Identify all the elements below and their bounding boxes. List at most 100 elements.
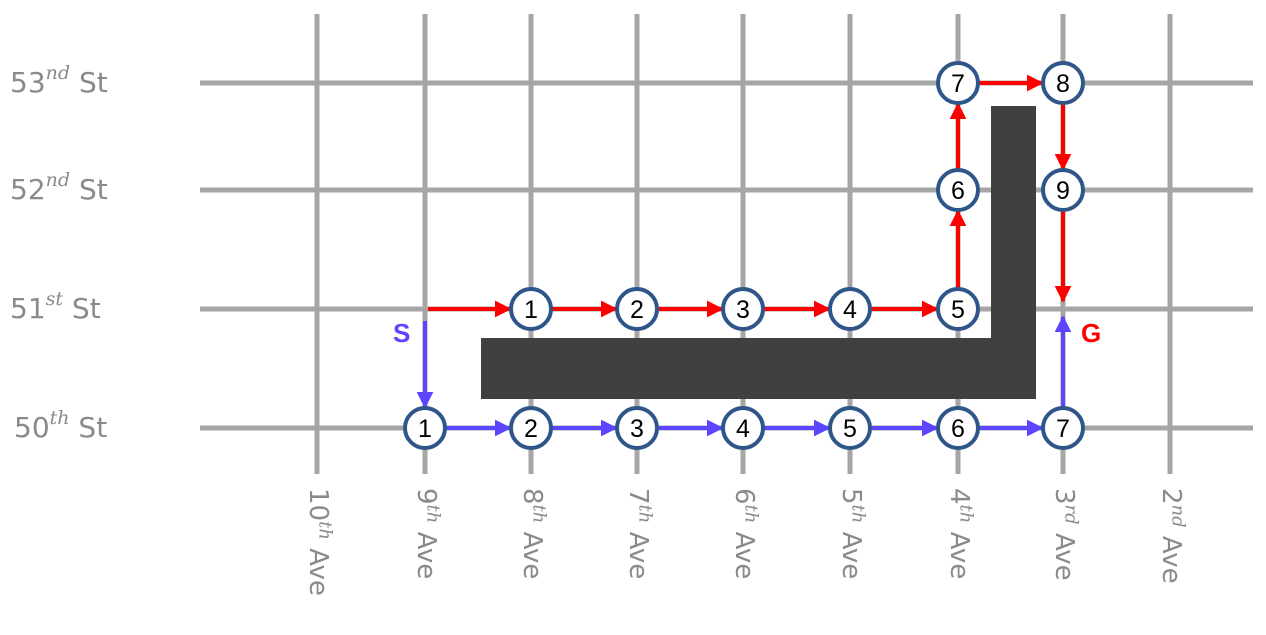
avenue-label-5: 5th Ave bbox=[836, 488, 869, 580]
avenue-suffix: rd bbox=[1060, 504, 1082, 525]
red-path-node-label: 3 bbox=[736, 296, 750, 324]
avenue-word: Ave bbox=[1156, 527, 1186, 584]
blue-path-node-circle bbox=[509, 406, 553, 450]
avenue-number: 2 bbox=[1156, 488, 1186, 505]
avenue-suffix: th bbox=[634, 504, 656, 524]
avenue-suffix: th bbox=[422, 504, 444, 524]
red-path-node-label: 9 bbox=[1056, 177, 1070, 205]
street-number: 52 bbox=[10, 173, 46, 206]
red-path-node-label: 6 bbox=[951, 177, 965, 205]
avenue-number: 3 bbox=[1049, 488, 1079, 505]
blue-path-node-4: 4 bbox=[721, 406, 765, 450]
blue-path-node-label: 1 bbox=[418, 415, 432, 443]
goal-marker: G bbox=[1081, 318, 1102, 348]
avenue-word: Ave bbox=[411, 523, 441, 580]
red-path-node-8: 8 bbox=[1041, 61, 1085, 105]
blue-path-node-3: 3 bbox=[615, 406, 659, 450]
red-path-node-label: 4 bbox=[843, 296, 857, 324]
avenue-suffix: th bbox=[528, 504, 550, 524]
avenue-number: 7 bbox=[623, 488, 653, 505]
red-path-node-label: 5 bbox=[951, 296, 965, 324]
street-suffix: nd bbox=[45, 61, 71, 84]
avenue-number: 6 bbox=[729, 488, 759, 505]
avenue-suffix: th bbox=[955, 504, 977, 524]
avenue-word: Ave bbox=[1049, 524, 1079, 581]
street-label-52: 52nd St bbox=[10, 170, 108, 206]
avenue-label-3: 3rd Ave bbox=[1049, 488, 1082, 581]
avenue-label-4: 4th Ave bbox=[944, 488, 977, 580]
path-edges bbox=[416, 74, 1072, 437]
red-path-node-circle bbox=[936, 61, 980, 105]
avenue-word: Ave bbox=[517, 523, 547, 580]
path-nodes: 1 2 3 4 5 6 7 8 9 1 2 3 4 5 6 7 bbox=[403, 61, 1085, 450]
obstacle-vertical-bar bbox=[991, 106, 1036, 399]
avenue-label-10: 10th Ave bbox=[303, 488, 336, 596]
blue-path-node-circle bbox=[721, 406, 765, 450]
avenue-word: Ave bbox=[729, 523, 759, 580]
blue-path-node-circle bbox=[936, 406, 980, 450]
avenue-word: Ave bbox=[836, 523, 866, 580]
street-word: St bbox=[70, 66, 108, 99]
street-number: 53 bbox=[10, 66, 46, 99]
street-suffix: nd bbox=[45, 168, 71, 191]
red-path-node-circle bbox=[721, 287, 765, 331]
blue-path-node-7: 7 bbox=[1041, 406, 1085, 450]
blue-path-node-label: 6 bbox=[951, 415, 965, 443]
blue-path-node-circle bbox=[403, 406, 447, 450]
avenue-label-9: 9th Ave bbox=[411, 488, 444, 580]
street-number: 50 bbox=[14, 411, 50, 444]
avenue-word: Ave bbox=[623, 523, 653, 580]
street-label-53: 53nd St bbox=[10, 63, 108, 99]
blue-path-node-2: 2 bbox=[509, 406, 553, 450]
avenue-label-2: 2nd Ave bbox=[1156, 488, 1189, 584]
red-path-node-circle bbox=[1041, 61, 1085, 105]
red-path-node-4: 4 bbox=[828, 287, 872, 331]
blue-path-node-label: 7 bbox=[1056, 415, 1070, 443]
red-path-node-circle bbox=[936, 168, 980, 212]
street-word: St bbox=[63, 292, 101, 325]
red-path-node-label: 7 bbox=[951, 70, 965, 98]
red-path-node-circle bbox=[615, 287, 659, 331]
red-path-node-label: 8 bbox=[1056, 70, 1070, 98]
avenue-number: 9 bbox=[411, 488, 441, 505]
red-path-node-3: 3 bbox=[721, 287, 765, 331]
blue-path-node-label: 5 bbox=[843, 415, 857, 443]
red-path-node-circle bbox=[828, 287, 872, 331]
street-word: St bbox=[69, 411, 108, 444]
avenue-suffix: nd bbox=[1167, 504, 1189, 528]
red-path-node-circle bbox=[1041, 168, 1085, 212]
blue-path-node-circle bbox=[1041, 406, 1085, 450]
avenue-label-6: 6th Ave bbox=[729, 488, 762, 580]
avenue-suffix: th bbox=[740, 504, 762, 524]
avenue-label-8: 8th Ave bbox=[517, 488, 550, 580]
blue-path-node-label: 2 bbox=[524, 415, 538, 443]
red-path-node-2: 2 bbox=[615, 287, 659, 331]
red-path-node-label: 1 bbox=[524, 296, 538, 324]
obstacle-horizontal-bar bbox=[481, 338, 1036, 399]
street-label-50: 50th St bbox=[14, 408, 108, 444]
street-grid bbox=[200, 14, 1253, 474]
avenue-number: 10 bbox=[303, 488, 333, 522]
red-path-node-5: 5 bbox=[936, 287, 980, 331]
street-word: St bbox=[70, 173, 108, 206]
avenue-suffix: th bbox=[314, 521, 336, 540]
red-path-node-circle bbox=[936, 287, 980, 331]
blue-path-node-6: 6 bbox=[936, 406, 980, 450]
red-path-node-1: 1 bbox=[509, 287, 553, 331]
red-path-node-7: 7 bbox=[936, 61, 980, 105]
red-path-node-circle bbox=[509, 287, 553, 331]
street-suffix: th bbox=[49, 406, 70, 429]
blue-path-node-1: 1 bbox=[403, 406, 447, 450]
red-path-node-label: 2 bbox=[630, 296, 644, 324]
avenue-number: 5 bbox=[836, 488, 866, 505]
blue-path-node-5: 5 bbox=[828, 406, 872, 450]
street-suffix: st bbox=[45, 287, 64, 310]
street-label-51: 51st St bbox=[10, 289, 101, 325]
obstacle-wall bbox=[481, 106, 1036, 399]
avenue-word: Ave bbox=[944, 523, 974, 580]
avenue-word: Ave bbox=[303, 539, 333, 596]
red-path-node-9: 9 bbox=[1041, 168, 1085, 212]
red-path-node-6: 6 bbox=[936, 168, 980, 212]
blue-path-node-label: 4 bbox=[736, 415, 750, 443]
avenue-suffix: th bbox=[847, 504, 869, 524]
